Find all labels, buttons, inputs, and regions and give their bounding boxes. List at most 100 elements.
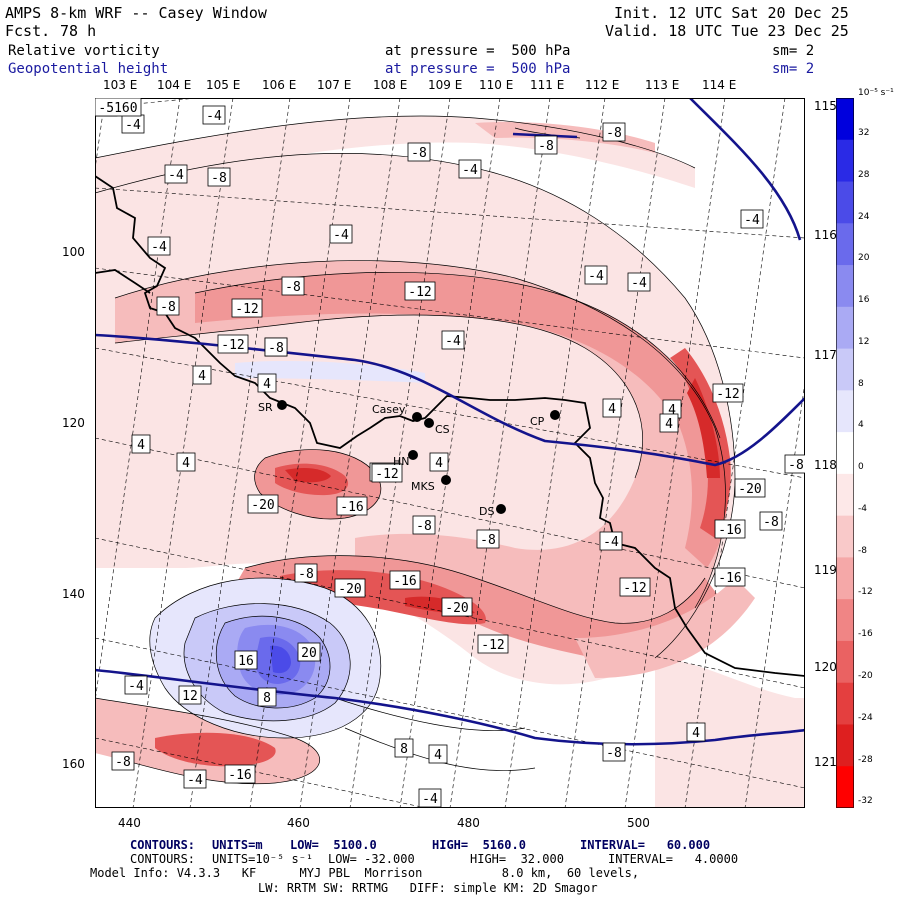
svg-text:Casey: Casey [372, 403, 406, 416]
svg-text:4: 4 [263, 377, 271, 392]
longitude-label: 113 E [645, 78, 680, 92]
contour-label: -12 [477, 634, 509, 654]
station-cs: CS [424, 418, 450, 436]
contour-label: -4 [441, 330, 465, 350]
contour-label: 4 [257, 373, 277, 393]
field1-smoothing: sm= 2 [772, 43, 815, 59]
contour-label: -16 [389, 570, 421, 590]
contour-label: -4 [147, 236, 171, 256]
longitude-label: 109 E [428, 78, 463, 92]
svg-text:-16: -16 [718, 571, 741, 586]
contour-label: -8 [407, 142, 431, 162]
svg-text:-4: -4 [151, 240, 167, 255]
contours2-high: HIGH= 32.000 [470, 852, 564, 866]
contour-label: -12 [231, 298, 263, 318]
svg-text:4: 4 [665, 417, 673, 432]
colorbar-label: 32 [858, 128, 870, 138]
svg-text:4: 4 [434, 748, 442, 763]
svg-text:-20: -20 [251, 498, 274, 513]
contour-label: 20 [297, 642, 321, 662]
colorbar-label: 24 [858, 211, 870, 222]
x-grid-label: 500 [627, 816, 650, 830]
contour-label: 12 [178, 685, 202, 705]
colorbar-label: -12 [858, 587, 873, 598]
forecast-hour: 78 h [60, 22, 97, 40]
contour-label: -8 [294, 563, 318, 583]
contour-label: -4 [121, 114, 145, 134]
colorbar-cell [836, 306, 854, 350]
contour-label: -4 [124, 675, 148, 695]
contour-label: -8 [111, 751, 135, 771]
longitude-label: 105 E [206, 78, 241, 92]
svg-text:-16: -16 [393, 574, 416, 589]
station-casey: Casey [372, 403, 422, 422]
contour-label: -12 [712, 383, 744, 403]
contour-label: -8 [476, 529, 500, 549]
colorbar-label: 28 [858, 169, 870, 180]
colorbar-label: 0 [858, 462, 864, 473]
contour-label: 4 [176, 452, 196, 472]
colorbar-label: -32 [858, 796, 873, 807]
colorbar-unit: 10⁻⁵ s⁻¹ [858, 88, 894, 98]
station-hn: HN [393, 450, 418, 468]
contours1-low: LOW= 5100.0 [290, 838, 377, 852]
contour-label: -16 [224, 764, 256, 784]
svg-text:DS: DS [479, 505, 494, 518]
svg-text:-8: -8 [285, 280, 301, 295]
svg-text:16: 16 [238, 654, 254, 669]
longitude-label: 104 E [157, 78, 192, 92]
svg-text:4: 4 [608, 402, 616, 417]
y-grid-label: 120 [62, 416, 85, 430]
contours1-interval: INTERVAL= 60.000 [580, 838, 711, 852]
colorbar-cell [836, 432, 854, 475]
colorbar-cell [836, 223, 854, 266]
valid-time: Valid. 18 UTC Tue 23 Dec 25 [605, 22, 849, 40]
svg-text:-12: -12 [408, 285, 431, 300]
contour-label: -20 [247, 494, 279, 514]
contour-label: -12 [404, 281, 436, 301]
svg-text:8: 8 [400, 742, 408, 757]
colorbar-label: -16 [858, 629, 873, 640]
svg-text:-12: -12 [716, 387, 739, 402]
contour-label: -4 [599, 531, 623, 551]
contour-label: -16 [336, 496, 368, 516]
contour-label: -8 [602, 122, 626, 142]
svg-text:-8: -8 [268, 341, 284, 356]
svg-text:-4: -4 [445, 334, 461, 349]
svg-text:-4: -4 [168, 168, 184, 183]
contour-label: -12 [217, 334, 249, 354]
contour-label: 4 [428, 744, 448, 764]
contour-label: -8 [534, 135, 558, 155]
svg-text:-4: -4 [744, 213, 760, 228]
contour-label: -8 [207, 167, 231, 187]
svg-text:-16: -16 [340, 500, 363, 515]
svg-text:12: 12 [182, 689, 198, 704]
model-info: Model Info: V4.3.3 KF MYJ PBL Morrison 8… [90, 866, 640, 880]
contour-label: 4 [131, 434, 151, 454]
contour-label: -4 [418, 788, 442, 808]
contour-label: 4 [192, 365, 212, 385]
colorbar-cell [836, 682, 854, 725]
colorbar-label: -8 [858, 545, 867, 556]
contour-label: -8 [412, 515, 436, 535]
colorbar-cell [836, 599, 854, 642]
physics-info: LW: RRTM SW: RRTMG DIFF: simple KM: 2D S… [258, 881, 598, 895]
svg-text:20: 20 [301, 646, 317, 661]
contour-label: -16 [714, 567, 746, 587]
svg-text:CS: CS [435, 423, 450, 436]
contour-label: 4 [686, 722, 706, 742]
x-grid-label: 460 [287, 816, 310, 830]
forecast-label: Fcst. [5, 22, 51, 40]
svg-text:-4: -4 [128, 679, 144, 694]
field2-smoothing: sm= 2 [772, 61, 815, 77]
svg-text:HN: HN [393, 455, 410, 468]
colorbar-label: 8 [858, 378, 864, 389]
colorbar [836, 98, 854, 808]
contour-label: -4 [329, 224, 353, 244]
field2-level: at pressure = 500 hPa [385, 61, 571, 77]
svg-text:-16: -16 [228, 768, 251, 783]
contours1-units: UNITS=m [212, 838, 263, 852]
svg-text:-8: -8 [788, 458, 804, 473]
svg-text:-4: -4 [125, 118, 141, 133]
